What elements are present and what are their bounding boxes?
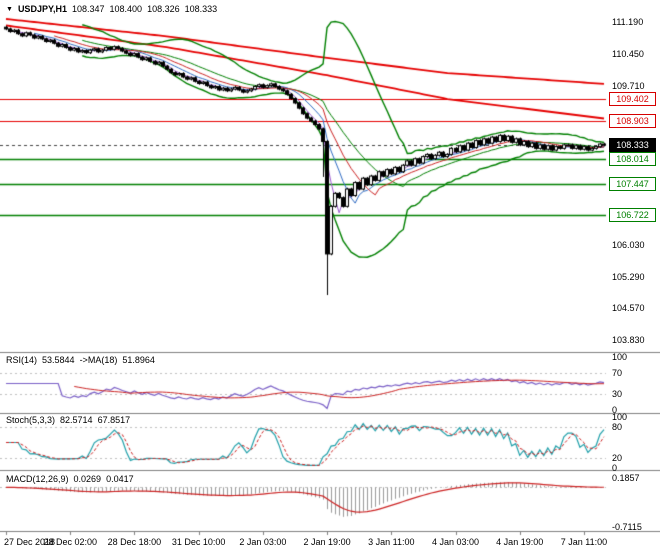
macd-pane-label: MACD(12,26,9) 0.0269 0.0417 [6,474,134,484]
rsi-scale-tick: 30 [612,389,623,400]
open-value: 108.347 [71,4,105,14]
rsi-scale-tick: 70 [612,367,623,378]
price-axis-tick: 105.290 [612,271,645,282]
time-axis-label: 4 Jan 03:00 [431,537,480,547]
stoch-k-value: 82.5714 [60,415,93,425]
rsi-name: RSI(14) [6,355,38,365]
symbol-label: USDJPY,H1 [17,4,67,14]
time-axis-label: 28 Dec 18:00 [107,537,162,547]
support-price-label: 106.722 [609,207,656,222]
time-axis-label: 28 Dec 02:00 [43,537,97,547]
price-axis-tick: 110.450 [612,48,644,59]
macd-signal-value: 0.0417 [106,474,134,484]
stoch-scale-tick: 20 [612,452,623,463]
price-axis-tick: 103.830 [612,335,645,346]
macd-name: MACD(12,26,9) [6,474,69,484]
time-axis-label: 3 Jan 11:00 [368,537,415,547]
rsi-scale-tick: 0 [612,405,618,415]
dropdown-arrow-icon[interactable]: ▼ [6,5,13,13]
time-axis-label: 7 Jan 11:00 [560,537,608,547]
rsi-value: 53.5844 [42,355,75,365]
resistance-price-label: 108.903 [609,113,656,128]
stoch-scale-tick: 100 [612,412,628,422]
stoch-pane-label: Stoch(5,3,3) 82.5714 67.8517 [6,415,130,425]
symbol-info-bar: ▼ USDJPY,H1 108.347 108.400 108.326 108.… [6,4,217,14]
macd-scale-min: -0.7115 [612,522,642,532]
time-axis-label: 2 Jan 19:00 [303,537,351,547]
close-value: 108.333 [184,4,218,14]
price-axis-tick: 106.030 [612,239,645,250]
macd-value: 0.0269 [73,474,102,484]
stoch-d-value: 67.8517 [97,415,131,425]
stoch-scale-tick: 0 [612,463,618,473]
rsi-ma-name: ->MA(18) [79,355,118,365]
time-axis-label: 4 Jan 19:00 [496,537,544,547]
stoch-scale-tick: 80 [612,422,623,433]
rsi-ma-value: 51.8964 [122,355,155,365]
support-price-label: 108.014 [609,152,656,166]
time-axis-label: 2 Jan 03:00 [239,537,287,547]
resistance-price-label: 109.402 [609,91,656,106]
stoch-name: Stoch(5,3,3) [6,415,56,425]
low-value: 108.326 [147,4,180,14]
high-value: 108.400 [109,4,143,14]
macd-scale-max: 0.1857 [612,473,640,483]
price-axis-tick: 111.190 [612,16,644,27]
price-axis-tick: 104.570 [612,303,645,314]
time-axis-label: 27 Dec 2018 [4,537,56,547]
current-price-label: 108.333 [609,138,656,153]
price-axis-tick: 109.710 [612,80,645,91]
support-price-label: 107.447 [609,176,656,191]
rsi-scale-tick: 100 [612,352,628,362]
time-axis-label: 31 Dec 10:00 [171,537,226,547]
rsi-pane-label: RSI(14) 53.5844 ->MA(18) 51.8964 [6,355,155,365]
